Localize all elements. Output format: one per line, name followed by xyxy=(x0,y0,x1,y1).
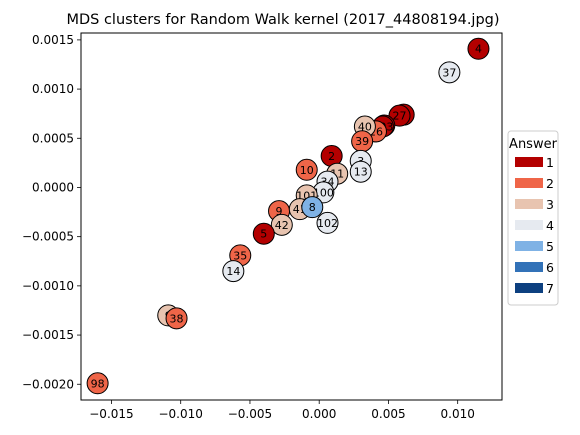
axes: −0.015 −0.010 −0.005 0.000 0.005 0.010 −0.0020… xyxy=(22,33,475,421)
data-points: 4372710326403923131011341001019418421025… xyxy=(86,37,490,395)
point-label: 8 xyxy=(309,201,316,214)
legend-label: 7 xyxy=(546,281,554,296)
point-label: 38 xyxy=(170,312,184,325)
point-label: 10 xyxy=(300,164,314,177)
legend-label: 1 xyxy=(546,155,554,170)
point-label: 13 xyxy=(354,166,368,179)
legend-entry: 4 xyxy=(515,218,554,233)
legend-label: 6 xyxy=(546,260,554,275)
data-point: 98 xyxy=(86,372,109,395)
point-label: 9 xyxy=(276,205,283,218)
y-tick-label: 0.0005 xyxy=(32,131,74,145)
point-label: 102 xyxy=(317,217,338,230)
legend-title: Answer xyxy=(509,137,558,152)
x-tick-label: 0.005 xyxy=(371,407,405,421)
point-label: 40 xyxy=(358,120,372,133)
point-marker xyxy=(86,372,109,395)
point-label: 98 xyxy=(91,377,105,390)
data-point: 10 xyxy=(295,158,318,181)
y-tick-label: −0.0015 xyxy=(22,328,74,342)
legend-label: 3 xyxy=(546,197,554,212)
point-label: 42 xyxy=(275,219,289,232)
legend-swatch xyxy=(515,157,543,167)
x-tick-label: 0.010 xyxy=(441,407,475,421)
y-tick-label: −0.0020 xyxy=(22,377,74,391)
x-tick-label: −0.015 xyxy=(89,407,133,421)
data-point: 38 xyxy=(165,307,188,330)
x-tick-label: −0.010 xyxy=(158,407,202,421)
point-marker xyxy=(252,222,275,245)
legend-entry: 5 xyxy=(515,239,554,254)
point-marker xyxy=(165,307,188,330)
legend-entry: 2 xyxy=(515,176,554,191)
point-label: 27 xyxy=(393,110,407,123)
point-label: 14 xyxy=(226,265,240,278)
data-point: 37 xyxy=(438,61,461,84)
legend-swatch xyxy=(515,199,543,209)
data-point: 4 xyxy=(467,37,490,60)
point-marker xyxy=(270,213,293,236)
legend-entry: 7 xyxy=(515,281,554,296)
point-marker xyxy=(467,37,490,60)
x-tick-label: −0.005 xyxy=(228,407,272,421)
y-tick-label: −0.0010 xyxy=(22,279,74,293)
point-marker xyxy=(295,158,318,181)
data-point: 39 xyxy=(351,130,374,153)
point-label: 5 xyxy=(260,228,267,241)
legend-box xyxy=(507,130,559,306)
chart-title: MDS clusters for Random Walk kernel (201… xyxy=(66,12,499,28)
point-marker xyxy=(222,260,245,283)
legend-swatch xyxy=(515,262,543,272)
point-marker xyxy=(349,160,372,183)
legend: Answer 1 2 3 4 5 6 7 xyxy=(507,130,559,306)
legend-entry: 6 xyxy=(515,260,554,275)
legend-entry: 1 xyxy=(515,155,554,170)
x-tick-label: 0.000 xyxy=(302,407,336,421)
point-label: 39 xyxy=(355,135,369,148)
data-point: 8 xyxy=(301,196,324,219)
point-label: 2 xyxy=(328,150,335,163)
data-point: 13 xyxy=(349,160,372,183)
legend-swatch xyxy=(515,220,543,230)
data-point: 14 xyxy=(222,260,245,283)
legend-swatch xyxy=(515,178,543,188)
y-tick-label: −0.0005 xyxy=(22,230,74,244)
point-label: 37 xyxy=(442,66,456,79)
point-label: 35 xyxy=(233,249,247,262)
legend-swatch xyxy=(515,241,543,251)
y-tick-label: 0.0000 xyxy=(32,180,74,194)
y-tick-label: 0.0010 xyxy=(32,82,74,96)
legend-swatch xyxy=(515,283,543,293)
legend-label: 2 xyxy=(546,176,554,191)
point-marker xyxy=(301,196,324,219)
data-point: 102 xyxy=(316,211,339,234)
data-point: 42 xyxy=(270,213,293,236)
y-tick-label: 0.0015 xyxy=(32,33,74,47)
legend-entry: 3 xyxy=(515,197,554,212)
plot-frame xyxy=(80,32,503,401)
data-point: 5 xyxy=(252,222,275,245)
legend-label: 4 xyxy=(546,218,554,233)
point-label: 100 xyxy=(313,186,334,199)
point-marker xyxy=(316,211,339,234)
legend-label: 5 xyxy=(546,239,554,254)
point-marker xyxy=(438,61,461,84)
point-label: 4 xyxy=(475,43,482,56)
